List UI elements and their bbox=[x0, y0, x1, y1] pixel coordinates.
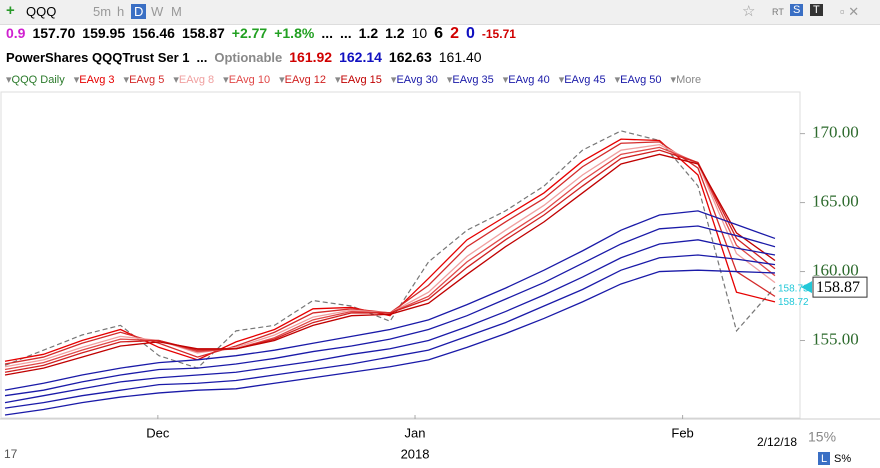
legend-entry[interactable]: QQQ Daily bbox=[6, 74, 65, 86]
legend-entry[interactable]: EAvg 35 bbox=[447, 74, 494, 86]
quote-field: 157.70 bbox=[32, 25, 76, 41]
s-button[interactable]: S bbox=[790, 4, 804, 16]
star-icon[interactable]: ☆ bbox=[742, 3, 756, 20]
legend-entry[interactable]: EAvg 45 bbox=[559, 74, 606, 86]
s-label: S% bbox=[834, 453, 851, 465]
quote-field: 159.95 bbox=[82, 25, 126, 41]
series-line bbox=[4, 149, 776, 373]
series-line bbox=[4, 225, 776, 397]
quote-row: 0.9 157.70 159.95 156.46 158.87 +2.77 +1.8%...… bbox=[0, 25, 880, 47]
interval[interactable]: W bbox=[151, 4, 164, 19]
quote-field: 6 bbox=[434, 25, 444, 42]
legend-entry[interactable]: EAvg 12 bbox=[279, 74, 326, 86]
t-button[interactable]: T bbox=[810, 4, 823, 16]
toolbar: + QQQ 5m h D W M ☆ RT S T ▫ ✕ bbox=[0, 0, 880, 25]
price-pointer bbox=[801, 281, 812, 294]
y-tick-label: 165.00 bbox=[812, 191, 859, 210]
series-line bbox=[4, 239, 776, 404]
info-field: 162.63 bbox=[388, 49, 432, 65]
info-field: ... bbox=[196, 50, 208, 65]
legend-entry[interactable]: EAvg 40 bbox=[503, 74, 550, 86]
series-line bbox=[4, 153, 776, 376]
legend-entry[interactable]: EAvg 30 bbox=[391, 74, 438, 86]
legend: QQQ Daily EAvg 3 EAvg 5 EAvg 8 EAvg 10 EAvg 1… bbox=[0, 73, 880, 89]
interval[interactable]: D bbox=[131, 4, 147, 19]
plot-area bbox=[0, 91, 801, 419]
x-tick-label: Jan bbox=[405, 425, 426, 440]
interval[interactable]: h bbox=[117, 4, 125, 19]
quote-field: 10 bbox=[411, 25, 428, 41]
x-start-label: 17 bbox=[4, 447, 18, 461]
window-buttons[interactable]: ▫ ✕ bbox=[840, 4, 860, 19]
last-price: 158.87 bbox=[816, 279, 860, 296]
year-label: 2018 bbox=[401, 446, 430, 461]
y-tick-label: 155.00 bbox=[812, 329, 859, 348]
quote-field: ... bbox=[321, 25, 333, 41]
info-field: 161.92 bbox=[289, 49, 333, 65]
quote-field: +2.77 bbox=[231, 25, 268, 41]
legend-entry[interactable]: EAvg 10 bbox=[223, 74, 270, 86]
quote-field: -15.71 bbox=[481, 27, 516, 41]
quote-field: 158.87 bbox=[181, 25, 225, 41]
annotation: 158.72 bbox=[778, 297, 809, 308]
x-tick-label: Dec bbox=[146, 425, 170, 440]
quote-field: 0.9 bbox=[6, 25, 26, 41]
interval[interactable]: 5m bbox=[93, 4, 112, 19]
rt[interactable]: RT bbox=[772, 7, 784, 17]
info-field: 161.40 bbox=[438, 49, 482, 65]
x-tick-label: Feb bbox=[671, 425, 693, 440]
series-line bbox=[4, 269, 776, 416]
quote-field: 0 bbox=[465, 25, 475, 42]
series-line bbox=[4, 254, 776, 409]
legend-entry[interactable]: EAvg 15 bbox=[335, 74, 382, 86]
legend-more[interactable]: More bbox=[671, 74, 702, 86]
info-row: PowerShares QQQTrust Ser 1... Optionable 1… bbox=[0, 49, 880, 71]
l-label: L bbox=[821, 453, 827, 465]
quote-field: 2 bbox=[450, 25, 459, 42]
info-field: Optionable bbox=[214, 50, 283, 65]
quote-field: 1.2 bbox=[358, 25, 379, 41]
y-tick-label: 170.00 bbox=[812, 123, 859, 142]
quote-field: +1.8% bbox=[274, 25, 315, 41]
quote-field: 1.2 bbox=[385, 25, 405, 41]
security-name: PowerShares QQQTrust Ser 1 bbox=[6, 50, 190, 65]
series-line bbox=[4, 210, 776, 391]
l-button bbox=[818, 452, 830, 465]
zoom: 15% bbox=[808, 429, 836, 445]
legend-entry[interactable]: EAvg 8 bbox=[173, 74, 214, 86]
price-box bbox=[812, 276, 868, 298]
annotation: 158.73 bbox=[778, 284, 809, 295]
interval[interactable]: M bbox=[171, 4, 182, 19]
add-icon[interactable]: + bbox=[6, 2, 15, 19]
symbol[interactable]: QQQ bbox=[26, 4, 57, 19]
quote-field: ... bbox=[339, 25, 352, 41]
y-tick-label: 160.00 bbox=[812, 260, 859, 279]
info-field: 162.14 bbox=[339, 49, 382, 65]
legend-entry[interactable]: EAvg 50 bbox=[615, 74, 662, 86]
date-label: 2/12/18 bbox=[757, 435, 797, 449]
legend-entry[interactable]: EAvg 5 bbox=[124, 74, 165, 86]
legend-entry[interactable]: EAvg 3 bbox=[74, 74, 115, 86]
quote-field: 156.46 bbox=[132, 25, 175, 41]
